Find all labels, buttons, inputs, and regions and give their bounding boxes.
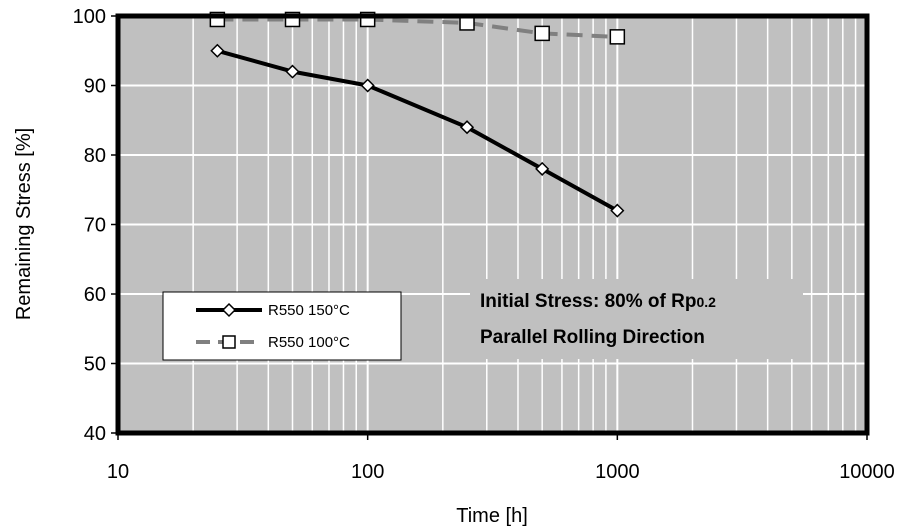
- legend-box: [162, 291, 402, 361]
- ticks: 40 50 60 70 80 90 100 10 100 1000 10000: [73, 6, 895, 483]
- series-line-2: [217, 17, 618, 39]
- data-point-series-1: [459, 120, 475, 135]
- data-point-series-1: [285, 64, 300, 79]
- y-tick-label: 70: [84, 215, 106, 237]
- data-point-series-1: [610, 203, 625, 218]
- data-point-series-2: [609, 29, 626, 45]
- annotation-line-1-main: Initial Stress: 80% of Rp: [480, 291, 696, 312]
- x-tick-label: 1000: [595, 461, 640, 483]
- y-tick-label: 50: [84, 354, 106, 376]
- annotation-box: [470, 279, 803, 359]
- x-tick-label: 10000: [839, 461, 895, 483]
- y-tick-label: 100: [73, 6, 106, 28]
- legend-marker-series-1: [221, 302, 237, 318]
- legend: R550 150°C R550 100°C: [162, 291, 402, 361]
- y-tick-label: 80: [84, 145, 106, 167]
- x-axis-title: Time [h]: [456, 505, 528, 527]
- legend-marker-series-2: [222, 335, 236, 349]
- y-axis-title: Remaining Stress [%]: [13, 128, 35, 320]
- annotation-line-2: Parallel Rolling Direction: [480, 327, 705, 348]
- data-point-series-1: [535, 161, 550, 176]
- y-tick-label: 90: [84, 76, 106, 98]
- annotation: Initial Stress: 80% of Rp0.2 Parallel Ro…: [470, 279, 803, 359]
- x-tick-label: 100: [351, 461, 384, 483]
- data-point-series-1: [210, 43, 225, 58]
- legend-label-series-2: R550 100°C: [268, 334, 350, 351]
- legend-label-series-1: R550 150°C: [268, 302, 350, 319]
- x-tick-label: 10: [107, 461, 129, 483]
- annotation-line-1: Initial Stress: 80% of Rp0.2: [480, 291, 716, 312]
- data-point-series-1: [360, 78, 375, 93]
- data-point-series-2: [534, 25, 550, 42]
- series-line-1: [216, 48, 619, 213]
- annotation-line-1-sub: 0.2: [696, 294, 716, 310]
- series-layer: [209, 11, 626, 218]
- y-tick-label: 60: [84, 284, 106, 306]
- y-tick-label: 40: [84, 423, 106, 445]
